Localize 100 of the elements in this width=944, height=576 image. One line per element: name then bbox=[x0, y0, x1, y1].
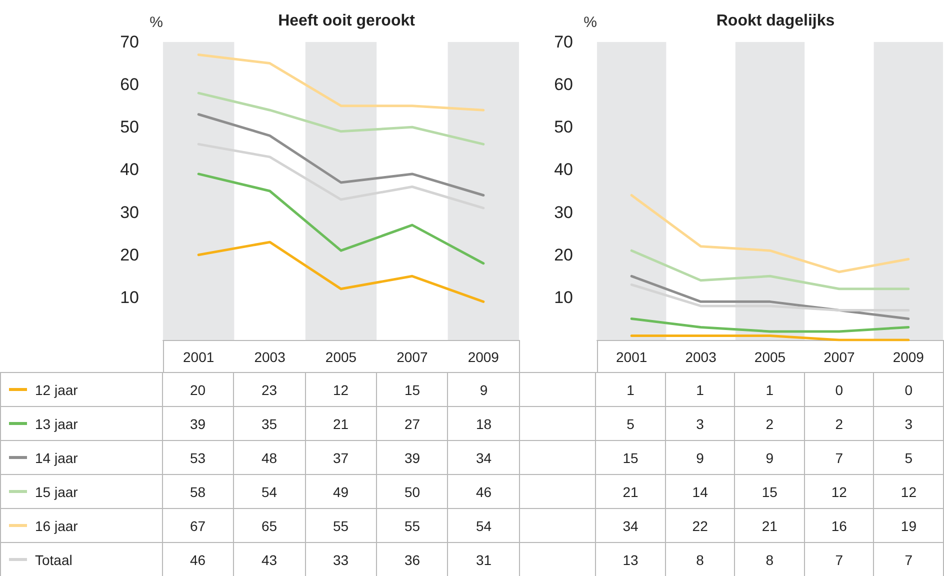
line-series bbox=[197, 113, 485, 197]
data-label: 27 bbox=[376, 406, 448, 440]
data-label: 39 bbox=[376, 440, 448, 474]
x-tick-label: 2003 bbox=[685, 349, 717, 365]
data-label: 5 bbox=[874, 440, 944, 474]
y-axis-title: % bbox=[584, 14, 597, 31]
legend-label: Totaal bbox=[35, 552, 72, 568]
chart-title: Heeft ooit gerookt bbox=[278, 12, 416, 30]
data-label: 48 bbox=[234, 440, 305, 474]
data-label: 14 bbox=[665, 474, 735, 508]
y-tick-label: 50 bbox=[120, 118, 139, 137]
data-label: 15 bbox=[376, 372, 448, 406]
data-label: 54 bbox=[448, 508, 520, 542]
line-series bbox=[197, 240, 485, 303]
x-tick-label: 2005 bbox=[754, 349, 786, 365]
data-label: 50 bbox=[376, 474, 448, 508]
legend-label: 13 jaar bbox=[35, 416, 78, 432]
line-series bbox=[630, 194, 910, 274]
data-label: 7 bbox=[804, 440, 874, 474]
data-label: 53 bbox=[162, 440, 234, 474]
legend-label: 12 jaar bbox=[35, 382, 78, 398]
y-tick-label: 70 bbox=[554, 32, 573, 52]
data-label: 9 bbox=[665, 440, 735, 474]
line-series bbox=[197, 172, 485, 265]
y-tick-label: 10 bbox=[554, 288, 573, 307]
data-label: 54 bbox=[234, 474, 305, 508]
data-label: 12 bbox=[305, 372, 376, 406]
data-label: 5 bbox=[596, 406, 666, 440]
data-label: 31 bbox=[448, 542, 520, 576]
data-label: 22 bbox=[665, 508, 735, 542]
data-label: 0 bbox=[874, 372, 944, 406]
data-label: 37 bbox=[305, 440, 376, 474]
legend-label: 16 jaar bbox=[35, 518, 78, 534]
data-label: 19 bbox=[874, 508, 944, 542]
data-label: 2 bbox=[734, 406, 804, 440]
data-label: 21 bbox=[596, 474, 666, 508]
data-label: 7 bbox=[874, 542, 944, 576]
data-label: 2 bbox=[804, 406, 874, 440]
y-tick-label: 50 bbox=[554, 118, 573, 137]
data-label: 12 bbox=[874, 474, 944, 508]
x-tick-label: 2007 bbox=[396, 349, 428, 365]
data-label: 46 bbox=[448, 474, 520, 508]
y-tick-label: 30 bbox=[554, 202, 573, 222]
data-label: 23 bbox=[234, 372, 305, 406]
data-label: 15 bbox=[596, 440, 666, 474]
data-label: 12 bbox=[804, 474, 874, 508]
x-tick-label: 2001 bbox=[616, 349, 648, 365]
chart-title: Rookt dagelijks bbox=[716, 12, 835, 30]
data-label: 9 bbox=[734, 440, 804, 474]
data-label: 16 bbox=[804, 508, 874, 542]
data-label: 55 bbox=[376, 508, 448, 542]
x-tick-label: 2003 bbox=[254, 349, 286, 365]
x-tick-label: 2009 bbox=[892, 349, 924, 365]
y-axis-title: % bbox=[150, 14, 163, 31]
data-label: 34 bbox=[596, 508, 666, 542]
data-label: 0 bbox=[804, 372, 874, 406]
legend-label: 15 jaar bbox=[35, 484, 78, 500]
line-series bbox=[197, 142, 485, 210]
y-tick-label: 60 bbox=[120, 75, 139, 94]
data-label: 43 bbox=[234, 542, 305, 576]
data-label: 65 bbox=[234, 508, 305, 542]
data-label: 1 bbox=[665, 372, 735, 406]
x-tick-label: 2005 bbox=[325, 349, 357, 365]
data-label: 49 bbox=[305, 474, 376, 508]
data-label: 39 bbox=[162, 406, 234, 440]
y-tick-label: 30 bbox=[120, 202, 139, 222]
line-series bbox=[630, 249, 910, 290]
x-tick-label: 2007 bbox=[824, 349, 855, 365]
data-label: 46 bbox=[162, 542, 234, 576]
data-label: 8 bbox=[734, 542, 804, 576]
data-label: 33 bbox=[305, 542, 376, 576]
data-label: 3 bbox=[874, 406, 944, 440]
data-label: 1 bbox=[734, 372, 804, 406]
x-tick-label: 2001 bbox=[183, 349, 214, 365]
data-label: 67 bbox=[162, 508, 234, 542]
data-label: 21 bbox=[305, 406, 376, 440]
legend-label: 14 jaar bbox=[35, 450, 78, 466]
data-label: 21 bbox=[734, 508, 804, 542]
data-label: 55 bbox=[305, 508, 376, 542]
data-label: 34 bbox=[448, 440, 520, 474]
y-tick-label: 10 bbox=[120, 288, 139, 307]
data-label: 18 bbox=[448, 406, 520, 440]
data-label: 7 bbox=[804, 542, 874, 576]
data-label: 3 bbox=[665, 406, 735, 440]
y-tick-label: 60 bbox=[554, 75, 573, 94]
data-label: 13 bbox=[596, 542, 666, 576]
y-tick-label: 20 bbox=[554, 245, 573, 264]
y-tick-label: 40 bbox=[554, 160, 573, 180]
y-tick-label: 70 bbox=[120, 32, 139, 52]
line-series bbox=[197, 92, 485, 146]
data-label: 9 bbox=[448, 372, 520, 406]
data-label: 35 bbox=[234, 406, 305, 440]
data-label: 20 bbox=[162, 372, 234, 406]
y-tick-label: 40 bbox=[120, 160, 139, 180]
y-tick-label: 20 bbox=[120, 245, 139, 264]
data-label: 36 bbox=[376, 542, 448, 576]
data-label: 1 bbox=[596, 372, 666, 406]
line-series bbox=[197, 54, 485, 112]
data-label: 15 bbox=[734, 474, 804, 508]
data-label: 58 bbox=[162, 474, 234, 508]
